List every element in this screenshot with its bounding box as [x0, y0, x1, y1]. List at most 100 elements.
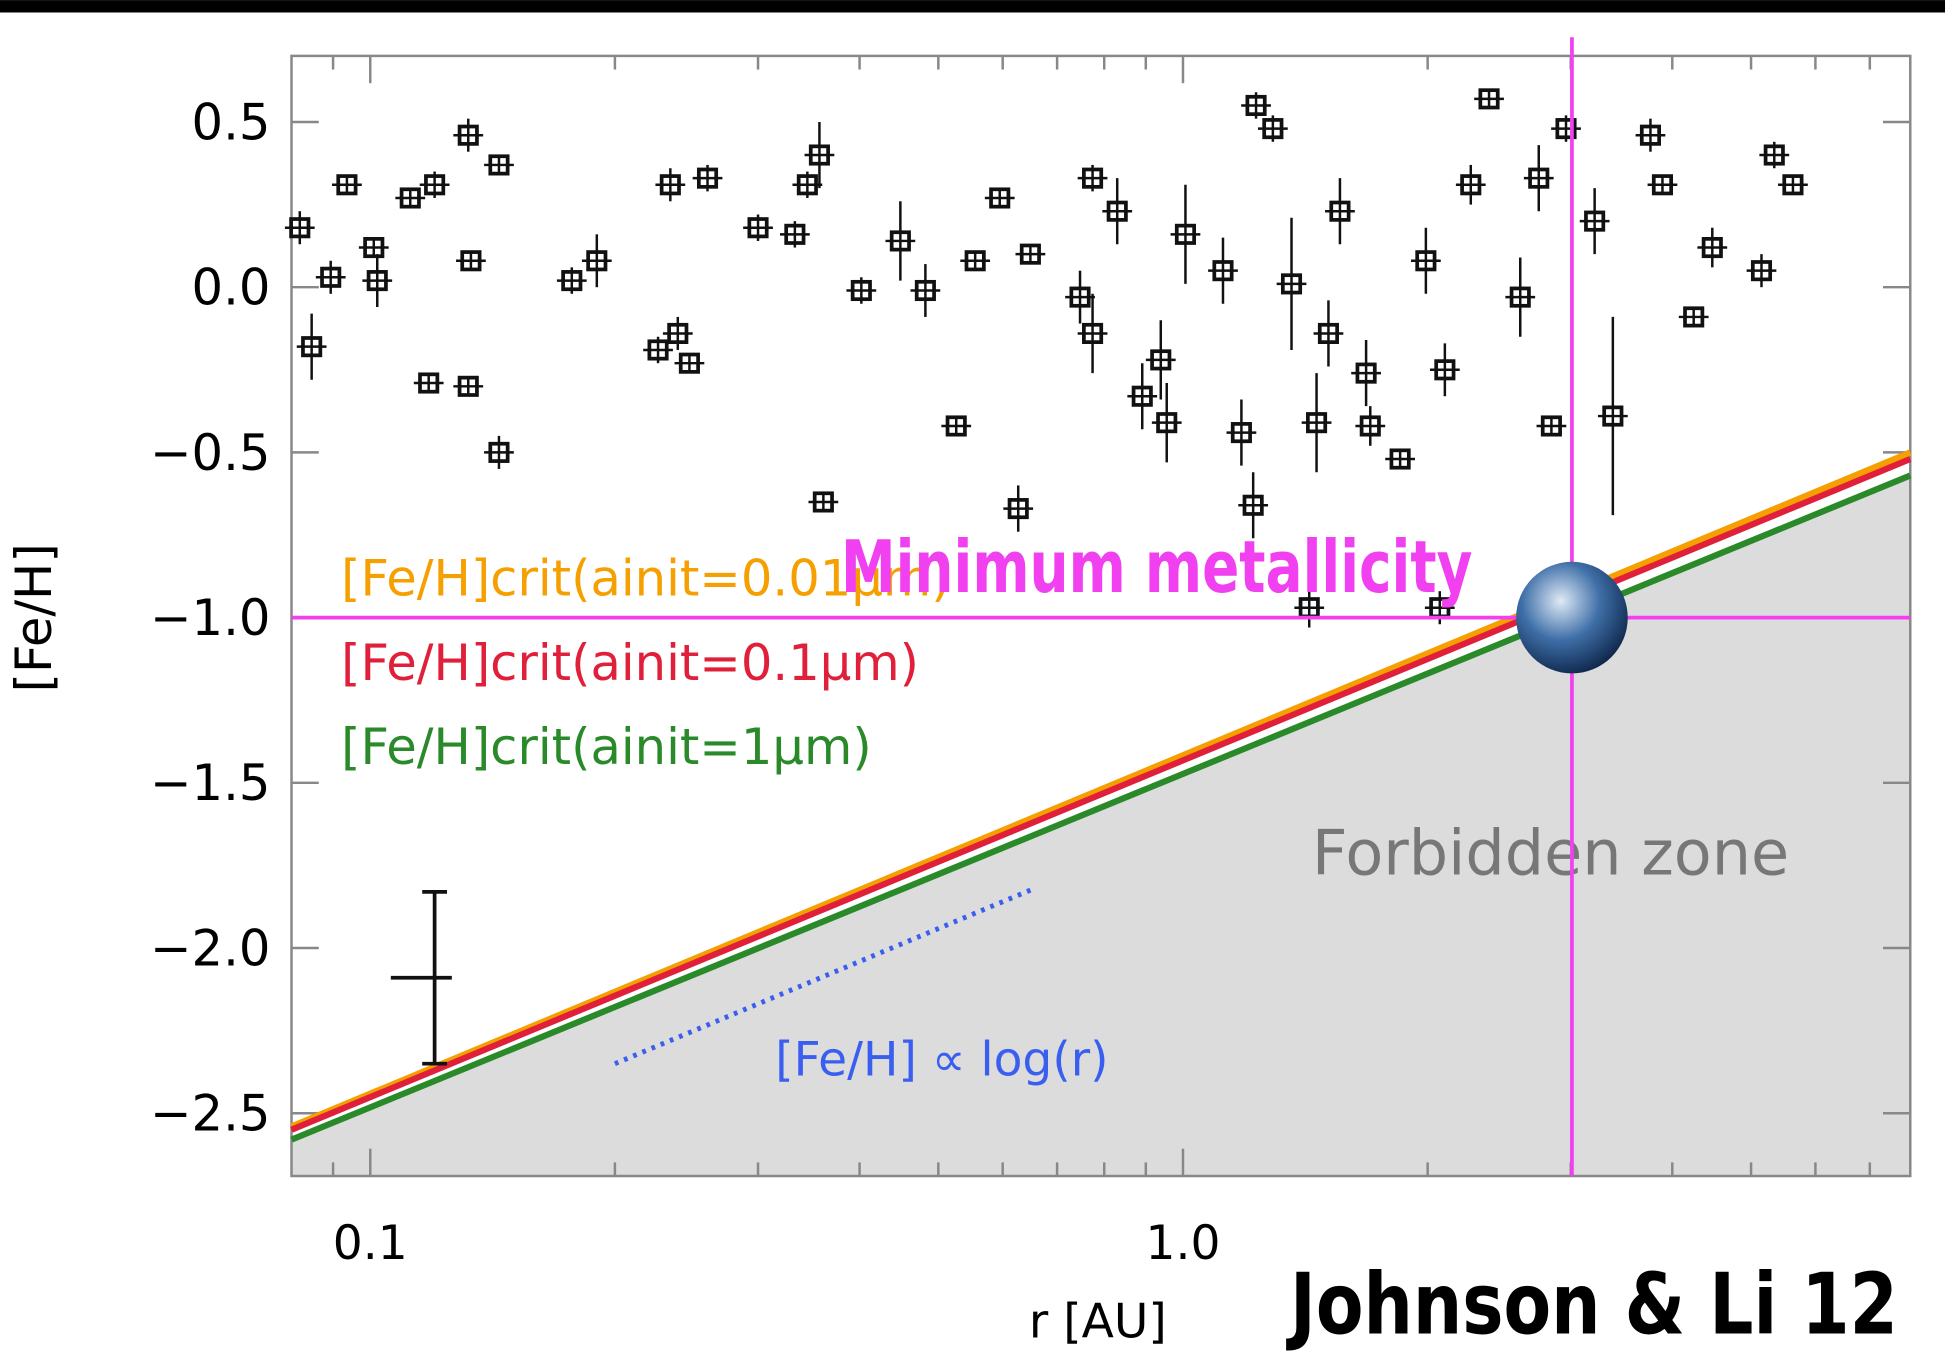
data-point	[984, 187, 1015, 209]
marker	[850, 279, 872, 302]
marker	[1683, 306, 1705, 328]
data-point	[1003, 485, 1034, 532]
marker	[457, 375, 479, 397]
marker	[399, 187, 421, 209]
marker	[1540, 415, 1562, 437]
data-point	[960, 250, 991, 272]
marker	[289, 217, 311, 239]
marker	[1329, 200, 1351, 222]
data-point	[1410, 227, 1441, 294]
marker	[1019, 243, 1041, 265]
data-point	[1523, 145, 1554, 212]
data-point	[846, 277, 877, 304]
data-point	[1385, 448, 1416, 470]
x-tick-label: 1.0	[1146, 1216, 1221, 1271]
forbidden-zone	[291, 475, 1911, 1177]
data-point	[1351, 340, 1381, 407]
marker	[1106, 200, 1128, 222]
marker	[488, 154, 510, 176]
data-point	[484, 435, 514, 469]
data-point	[1678, 306, 1709, 328]
data-point	[1145, 320, 1176, 400]
marker	[1082, 322, 1104, 344]
data-point	[296, 313, 327, 380]
marker	[1389, 448, 1411, 470]
error-example	[390, 889, 452, 1066]
crit-line	[290, 449, 1912, 1130]
marker	[488, 441, 510, 463]
marker	[1082, 167, 1104, 189]
marker	[678, 352, 700, 374]
marker	[1150, 349, 1172, 371]
data-point	[1102, 178, 1133, 245]
data-point	[1313, 300, 1344, 367]
data-point	[743, 214, 773, 241]
marker	[1528, 167, 1550, 189]
marker	[1245, 94, 1267, 117]
marker	[336, 174, 358, 196]
legend-entry: [Fe/H]crit(ainit=1μm)	[341, 718, 872, 776]
y-tick-label: −2.0	[150, 919, 270, 977]
data-point	[1746, 254, 1777, 288]
marker	[1131, 385, 1153, 407]
data-point	[1455, 164, 1486, 205]
data-point	[692, 164, 723, 192]
data-point	[1635, 118, 1666, 152]
marker	[914, 279, 936, 302]
y-tick-label: −0.5	[150, 424, 270, 482]
marker	[696, 167, 719, 189]
data-point	[1697, 227, 1728, 268]
marker	[1584, 210, 1606, 232]
marker	[1007, 498, 1029, 520]
marker	[1317, 322, 1339, 344]
guide-label: Minimum metallicity	[841, 525, 1472, 609]
data-point	[1647, 174, 1678, 196]
marker	[1262, 118, 1284, 140]
trend-line	[613, 886, 1036, 1066]
data-point	[910, 264, 941, 317]
data-point	[1551, 115, 1581, 142]
data-point	[556, 267, 587, 294]
data-point	[643, 336, 673, 364]
marker	[1069, 286, 1091, 308]
marker	[1782, 174, 1804, 196]
data-point	[413, 372, 444, 394]
x-axis-label: r [AU]	[1029, 1294, 1167, 1349]
data-point	[1238, 472, 1269, 539]
x-tick-label: 0.1	[333, 1216, 408, 1271]
top-bar	[0, 0, 1945, 13]
marker	[418, 372, 440, 394]
data-point	[792, 171, 823, 198]
data-point	[453, 375, 484, 397]
marker	[747, 217, 769, 239]
marker	[1478, 88, 1500, 110]
data-point	[362, 254, 393, 308]
marker	[812, 491, 834, 513]
marker	[1763, 144, 1785, 166]
data-point	[1579, 188, 1610, 255]
y-tick-label: 0.0	[192, 259, 271, 317]
marker	[1156, 412, 1178, 434]
marker	[989, 187, 1011, 209]
marker	[796, 174, 818, 196]
y-tick-label: −1.0	[150, 589, 270, 647]
marker	[1355, 362, 1377, 384]
marker	[1651, 174, 1673, 196]
data-point	[1151, 383, 1182, 463]
data-point	[1759, 141, 1790, 169]
data-point	[941, 415, 972, 437]
marker	[301, 336, 323, 358]
data-point	[453, 118, 484, 152]
data-point	[1505, 257, 1536, 337]
data-point	[1325, 178, 1355, 245]
data-point	[1065, 270, 1095, 324]
marker	[1306, 412, 1328, 434]
credit: Johnson & Li 12	[1286, 1256, 1898, 1351]
marker	[964, 250, 986, 272]
marker	[1212, 260, 1234, 282]
data-point	[1226, 399, 1257, 466]
marker	[457, 124, 479, 146]
data-point	[358, 237, 389, 259]
marker	[460, 250, 482, 272]
